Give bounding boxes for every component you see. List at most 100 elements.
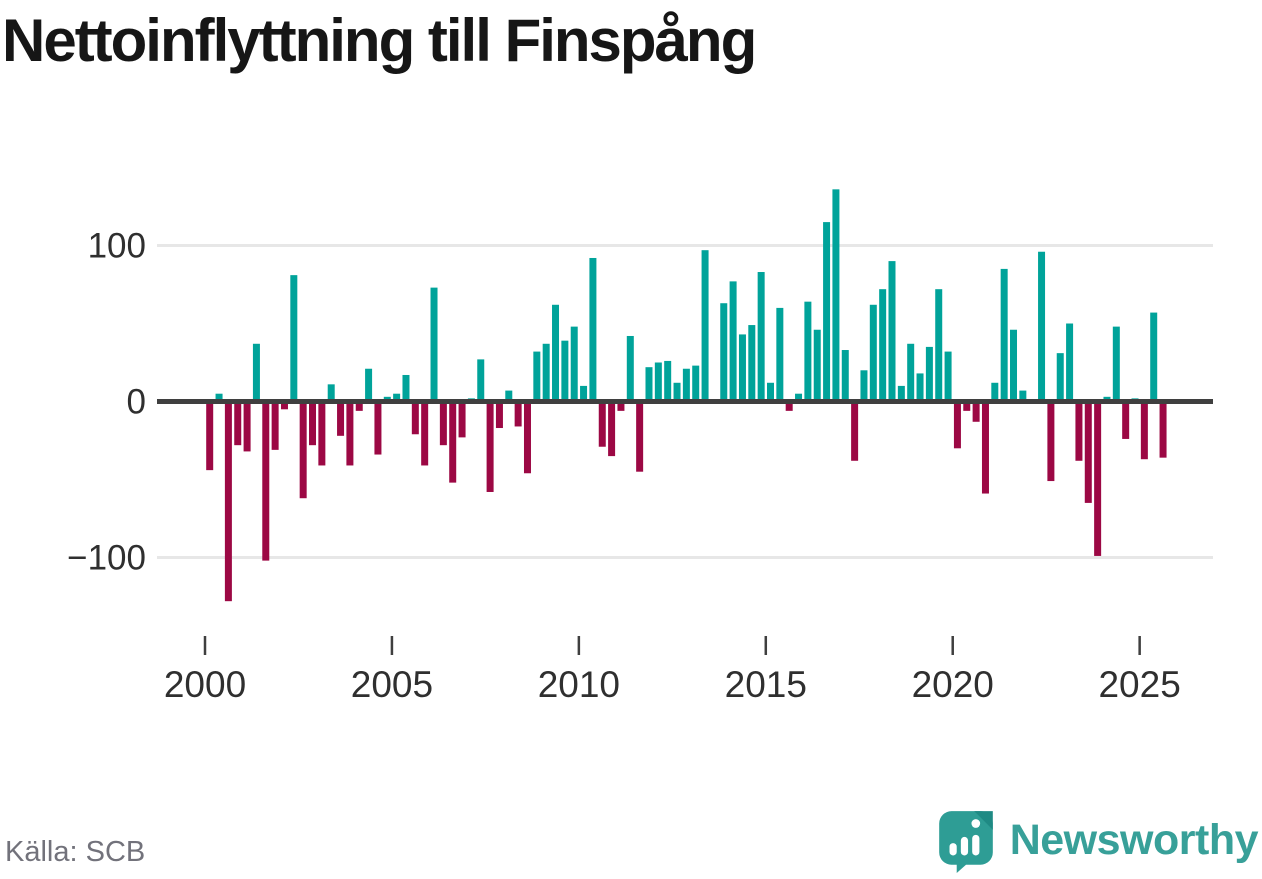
bar-2008-Q1 xyxy=(505,390,513,402)
bar-chart-canvas: 100 0 −100 2000 2005 2010 2015 2020 2025 xyxy=(67,189,1213,705)
bar-2006-Q3 xyxy=(449,401,457,483)
logo-corner-fold xyxy=(973,811,993,830)
bar-2003-Q4 xyxy=(346,401,354,466)
bar-2003-Q2 xyxy=(327,384,335,402)
bar-2010-Q4 xyxy=(608,401,616,457)
logo-bar-short xyxy=(949,843,957,856)
bar-2017-Q2 xyxy=(851,401,859,461)
bar-2009-Q2 xyxy=(552,304,560,402)
bar-2009-Q1 xyxy=(542,343,550,402)
source-note: Källa: SCB xyxy=(5,836,146,868)
bar-2017-Q1 xyxy=(841,350,849,402)
bar-2022-Q2 xyxy=(1038,251,1046,402)
bar-2020-Q3 xyxy=(972,401,980,422)
bar-2014-Q4 xyxy=(757,272,765,402)
bar-2002-Q1 xyxy=(280,401,288,410)
bar-2015-Q3 xyxy=(785,401,793,411)
bar-2024-Q2 xyxy=(1112,326,1120,402)
bar-2011-Q3 xyxy=(636,401,644,472)
logo-bar-medium xyxy=(960,836,968,856)
bar-2003-Q3 xyxy=(337,401,345,436)
bar-2002-Q4 xyxy=(309,401,317,446)
bar-2000-Q3 xyxy=(224,401,232,602)
bar-2016-Q3 xyxy=(823,222,831,402)
bar-2005-Q1 xyxy=(393,393,401,402)
bar-2017-Q4 xyxy=(869,304,877,402)
bar-2019-Q1 xyxy=(916,373,924,402)
brand-name: Newsworthy xyxy=(1009,815,1259,864)
bar-2000-Q4 xyxy=(234,401,242,446)
bar-2011-Q4 xyxy=(645,367,653,402)
bar-2023-Q3 xyxy=(1084,401,1092,503)
bar-2014-Q1 xyxy=(729,281,737,402)
bar-2014-Q2 xyxy=(738,334,746,402)
bar-2006-Q1 xyxy=(430,287,438,402)
bar-2001-Q3 xyxy=(262,401,270,561)
bar-2012-Q3 xyxy=(673,382,681,402)
bar-2015-Q4 xyxy=(795,393,803,402)
bar-2020-Q1 xyxy=(953,401,961,449)
bar-2009-Q3 xyxy=(561,340,569,402)
bar-2017-Q3 xyxy=(860,370,868,402)
bar-2023-Q4 xyxy=(1094,401,1102,556)
bar-2020-Q4 xyxy=(981,401,989,494)
bar-2006-Q4 xyxy=(458,401,466,438)
x-axis-label-2010: 2010 xyxy=(538,664,620,705)
bar-2022-Q4 xyxy=(1056,353,1064,402)
bar-2018-Q1 xyxy=(879,289,887,402)
bar-2022-Q3 xyxy=(1047,401,1055,482)
bar-2014-Q3 xyxy=(748,325,756,402)
bar-2010-Q2 xyxy=(589,257,597,402)
bar-2025-Q3 xyxy=(1159,401,1167,458)
bar-2007-Q2 xyxy=(477,359,485,402)
bar-2012-Q4 xyxy=(682,368,690,402)
bar-2016-Q4 xyxy=(832,189,840,402)
bar-2016-Q1 xyxy=(804,301,812,402)
bar-2009-Q4 xyxy=(570,326,578,402)
bar-2018-Q4 xyxy=(907,343,915,402)
bar-2002-Q2 xyxy=(290,275,298,402)
x-axis-label-2005: 2005 xyxy=(351,664,433,705)
bar-2011-Q1 xyxy=(617,401,625,411)
bar-2016-Q2 xyxy=(813,329,821,402)
bar-2019-Q3 xyxy=(935,289,943,402)
bar-2001-Q1 xyxy=(243,401,251,452)
bar-2023-Q2 xyxy=(1075,401,1083,461)
bar-2005-Q4 xyxy=(421,401,429,466)
bar-2007-Q3 xyxy=(486,401,494,492)
bar-2007-Q4 xyxy=(495,401,503,429)
chart-title: Nettoinflyttning till Finspång xyxy=(2,7,757,74)
bar-2019-Q4 xyxy=(944,351,952,402)
logo-exclamation-stem xyxy=(971,834,980,856)
bar-2021-Q3 xyxy=(1010,329,1018,402)
bar-2008-Q2 xyxy=(514,401,522,427)
newsworthy-brand: Newsworthy xyxy=(935,807,1259,873)
bar-2001-Q2 xyxy=(252,343,260,402)
bar-2010-Q3 xyxy=(598,401,606,447)
x-axis-label-2015: 2015 xyxy=(725,664,807,705)
bar-2010-Q1 xyxy=(580,385,588,402)
newsworthy-logo-icon xyxy=(938,811,993,873)
bar-2000-Q1 xyxy=(206,401,214,471)
bar-2004-Q2 xyxy=(365,368,373,402)
logo-exclamation-dot xyxy=(971,819,980,828)
bar-2008-Q3 xyxy=(523,401,531,474)
bar-2018-Q3 xyxy=(897,385,905,402)
y-axis-label--100: −100 xyxy=(67,539,146,578)
bar-2013-Q2 xyxy=(701,250,709,402)
bar-2001-Q4 xyxy=(271,401,279,450)
bar-2005-Q3 xyxy=(411,401,419,435)
bar-2002-Q3 xyxy=(299,401,307,499)
bar-2021-Q2 xyxy=(1000,268,1008,402)
bar-2021-Q1 xyxy=(991,382,999,402)
bar-2018-Q2 xyxy=(888,261,896,402)
bar-2019-Q2 xyxy=(925,346,933,402)
bar-2025-Q1 xyxy=(1140,401,1148,460)
bar-2004-Q1 xyxy=(355,401,363,411)
x-axis-label-2025: 2025 xyxy=(1098,664,1180,705)
y-axis-label-0: 0 xyxy=(127,383,146,422)
bar-2013-Q1 xyxy=(692,365,700,402)
bar-2012-Q2 xyxy=(664,360,672,402)
bar-2005-Q2 xyxy=(402,374,410,402)
bar-2012-Q1 xyxy=(654,362,662,402)
